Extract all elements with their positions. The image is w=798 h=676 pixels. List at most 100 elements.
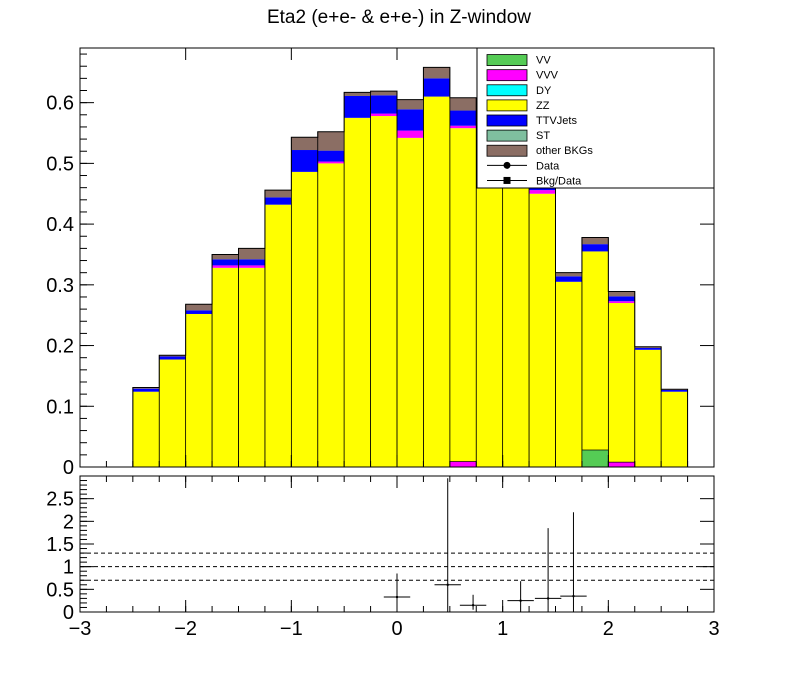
legend-entry-data: Data [487,160,560,172]
stack-bar-other-bkgs-bin-18 [555,272,582,277]
legend-entry-ttvjets: TTVJets [486,114,577,127]
stack-bar-ttvjets-bin-19 [581,244,609,252]
stack-bar-other-bkgs-bin-11 [370,91,397,96]
x-tick-label: 1 [497,618,508,640]
stack-bar-other-bkgs-bin-13 [423,67,450,79]
stack-bar-ttvjets-bin-9 [317,150,345,162]
stack-bar-ttvjets-bin-14 [449,110,477,126]
stack-bar-ttvjets-bin-10 [344,95,371,118]
stack-bar-other-bkgs-bin-6 [238,248,265,260]
legend-swatch [486,114,528,127]
legend-entry-st: ST [486,129,550,142]
main-y-tick-label: 0.3 [46,275,74,297]
legend-entry-dy: DY [486,84,552,97]
x-tick-label: 3 [708,618,719,640]
stack-bar-zz-bin-13 [423,96,450,467]
stack-bar-zz-bin-11 [370,116,397,467]
legend-label: ST [536,130,550,142]
legend-swatch [486,54,528,66]
legend-label: DY [536,85,552,97]
legend-swatch [486,144,528,157]
legend-label: Data [536,160,560,172]
ratio-point-marker [472,604,475,607]
stack-bar-zz-bin-14 [449,128,477,467]
stack-bar-zz-bin-19 [581,251,609,467]
ratio-point [560,512,587,612]
ratio-point-marker [396,596,398,599]
ratio-point [434,478,461,612]
ratio-point-marker [547,597,550,600]
stack-bar-zz-bin-7 [264,204,292,468]
stack-bar-other-bkgs-bin-5 [212,254,239,260]
stack-bar-zz-bin-16 [502,165,530,467]
legend-entry-vv: VV [486,54,551,67]
legend-swatch [486,84,528,97]
stack-bar-zz-bin-12 [397,137,424,467]
main-y-tick-label: 0.1 [46,396,74,418]
legend-label: TTVJets [536,115,577,127]
stack-bar-ttvjets-bin-4 [185,310,213,314]
ratio-point-marker [572,595,575,598]
stack-bar-other-bkgs-bin-14 [449,97,477,111]
stack-bar-other-bkgs-bin-7 [264,190,292,198]
ratio-point [534,528,562,612]
legend-entry-vvv: VVV [486,69,559,82]
overlay-bar-vvv-bin-20 [607,461,636,468]
stack-bar-vvv-bin-17 [529,190,556,194]
stack-bar-vvv-bin-9 [317,161,345,164]
legend-entry-zz: ZZ [486,99,550,112]
overlay-bar-vv-bin-19 [581,449,609,468]
ratio-y-tick-label: 0.5 [46,579,74,601]
legend-circle-marker [503,161,511,169]
x-tick-label: −3 [69,618,92,640]
stack-bar-ttvjets-bin-12 [397,109,424,131]
stack-bar-other-bkgs-bin-10 [344,92,371,96]
stack-bar-zz-bin-4 [185,313,213,467]
main-y-tick-label: 0 [63,457,74,479]
ratio-y-tick-label: 0 [63,602,74,624]
stack-bar-vvv-bin-20 [608,301,635,304]
ratio-point [507,581,534,612]
stack-bar-other-bkgs-bin-20 [608,291,635,297]
main-y-tick-label: 0.4 [46,214,74,236]
stack-bar-ttvjets-bin-11 [370,95,397,114]
ratio-y-tick-label: 1 [63,557,74,579]
stack-bar-zz-bin-8 [291,171,318,467]
chart-title: Eta2 (e+e- & e+e-) in Z-window [267,7,531,28]
stack-bar-ttvjets-bin-5 [212,259,239,266]
x-tick-label: −1 [280,618,303,640]
legend-square-marker [503,176,511,184]
x-tick-label: −2 [174,618,197,640]
stack-bar-ttvjets-bin-18 [555,276,582,282]
ratio-panel: 00.511.522.5−3 −2 −1 0 1 2 3 [46,475,720,640]
stack-bar-other-bkgs-bin-12 [397,99,424,110]
stack-bar-zz-bin-3 [159,359,186,467]
stack-bar-zz-bin-15 [476,154,503,467]
stack-bar-other-bkgs-bin-19 [581,237,609,245]
stack-bar-zz-bin-18 [555,281,582,467]
stack-bar-zz-bin-17 [529,193,556,467]
stack-bar-vvv-bin-14 [449,125,477,129]
stack-bar-zz-bin-10 [344,117,371,467]
stack-bar-zz-bin-22 [661,391,688,467]
legend-label: ZZ [536,100,550,112]
legend-entry-bkg-data: Bkg/Data [487,175,582,187]
main-panel: 0 0.1 0.2 0.3 0.4 0.5 0.6 [46,47,715,479]
ratio-y-tick-label: 2.5 [46,489,74,511]
stack-bar-other-bkgs-bin-2 [132,387,160,389]
legend-label: VVV [536,70,559,82]
legend-label: Bkg/Data [536,175,582,187]
stack-bar-other-bkgs-bin-21 [634,346,662,348]
stack-bar-vvv-bin-5 [212,265,239,268]
stack-bar-ttvjets-bin-8 [291,150,318,172]
ratio-y-tick-label: 2 [63,511,74,533]
legend-label: other BKGs [536,145,593,157]
stack-bar-zz-bin-2 [132,391,160,467]
legend-entry-other-bkgs: other BKGs [486,144,593,157]
stack-bar-other-bkgs-bin-8 [291,137,318,151]
stack-bar-ttvjets-bin-3 [159,356,186,360]
ratio-y-tick-label: 1.5 [46,534,74,556]
stack-bar-vvv-bin-6 [238,265,265,268]
legend-swatch [486,69,528,82]
